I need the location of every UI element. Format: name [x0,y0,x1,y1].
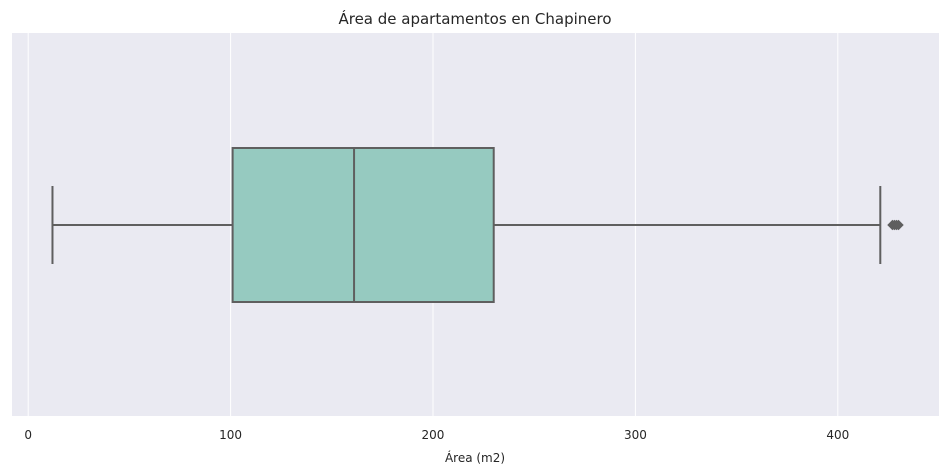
x-tick-label-400: 400 [826,428,849,442]
iqr-box [231,147,495,303]
x-tick-label-200: 200 [422,428,445,442]
x-tick-labels: 0 100 200 300 400 [24,428,849,442]
x-tick-label-0: 0 [24,428,32,442]
x-tick-label-100: 100 [219,428,242,442]
x-axis-label: Área (m2) [445,450,505,465]
outlier-point-3 [893,219,904,231]
box-plot [51,147,904,303]
chart-title: Área de apartamentos en Chapinero [338,9,611,28]
x-tick-label-300: 300 [624,428,647,442]
